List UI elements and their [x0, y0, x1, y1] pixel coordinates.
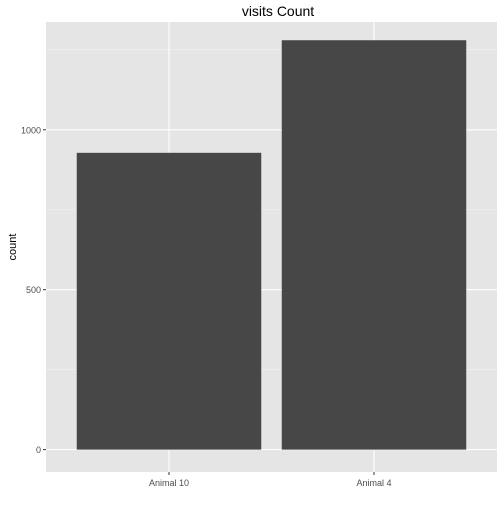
x-tick-label: Animal 4 [356, 478, 391, 488]
y-axis: 0 500 1000 [21, 125, 46, 455]
y-tick-label: 1000 [21, 125, 41, 135]
y-axis-label: count [7, 234, 19, 261]
bar-animal-10 [76, 152, 262, 450]
y-tick-label: 0 [36, 445, 41, 455]
x-tick-label: Animal 10 [149, 478, 189, 488]
bars [76, 40, 467, 450]
chart-title: visits Count [242, 3, 314, 19]
y-tick-label: 500 [26, 285, 41, 295]
x-axis: Animal 10 Animal 4 [149, 472, 392, 488]
bar-animal-4 [281, 40, 467, 450]
